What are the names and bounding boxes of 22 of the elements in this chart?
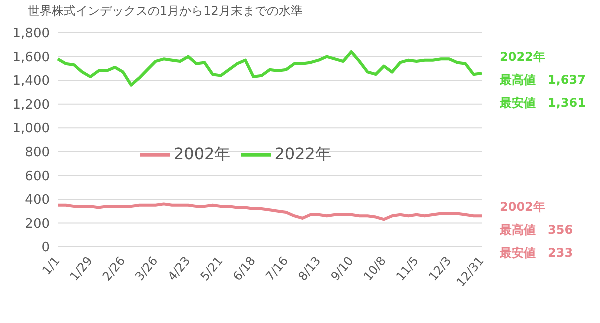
text: 2002年 bbox=[500, 199, 546, 216]
y-tick-label: 0 bbox=[42, 240, 50, 256]
line-series bbox=[56, 50, 484, 87]
legend-label: 2022年 bbox=[274, 144, 332, 164]
x-tick-label: 1/1 bbox=[40, 254, 63, 278]
y-tick-label: 600 bbox=[25, 169, 50, 184]
y-tick-label: 1,800 bbox=[12, 26, 50, 42]
text: 2022年 bbox=[500, 49, 546, 66]
text: 最安値 233 bbox=[500, 245, 574, 262]
y-tick-label: 1,000 bbox=[12, 122, 50, 137]
text: 最高値 1,637 bbox=[500, 72, 586, 89]
y-tick-label: 200 bbox=[25, 216, 50, 232]
y-tick-label: 800 bbox=[25, 146, 50, 161]
text: 最安値 1,361 bbox=[500, 95, 586, 112]
y-tick-label: 1,200 bbox=[12, 98, 50, 113]
y-tick-label: 1,600 bbox=[12, 50, 50, 66]
y-tick-label: 400 bbox=[25, 193, 50, 208]
line-series bbox=[56, 202, 484, 222]
legend-label: 2002年 bbox=[174, 144, 231, 164]
text: 最高値 356 bbox=[500, 222, 574, 239]
chart-title: 世界株式インデックスの1月から12月末までの水準 bbox=[28, 3, 303, 20]
y-tick-label: 1,400 bbox=[12, 74, 50, 90]
